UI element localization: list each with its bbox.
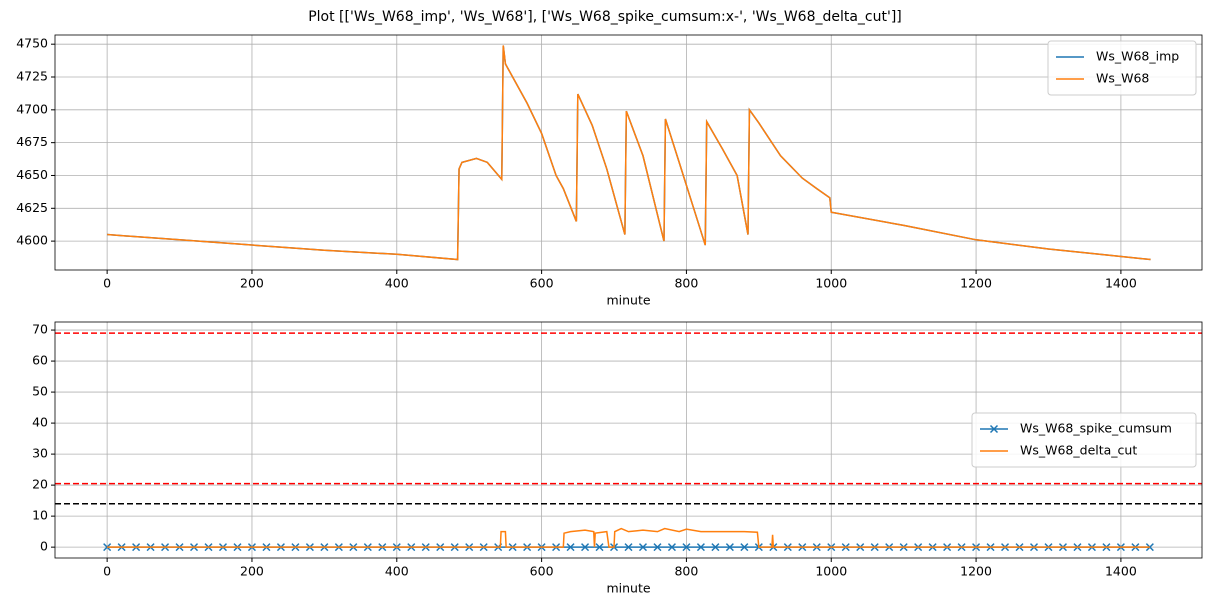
y-tick-label: 40 xyxy=(32,415,48,430)
legend-label: Ws_W68_imp xyxy=(1096,49,1179,64)
x-tick-label: 800 xyxy=(674,276,698,291)
y-tick-label: 4625 xyxy=(16,200,48,215)
x-tick-label: 800 xyxy=(674,564,698,579)
data-marker xyxy=(624,543,633,552)
data-marker xyxy=(682,543,691,552)
y-tick-label: 4700 xyxy=(16,101,48,116)
data-marker xyxy=(696,543,705,552)
data-marker xyxy=(667,543,676,552)
data-line xyxy=(107,527,1150,548)
x-tick-label: 0 xyxy=(103,276,111,291)
x-tick-label: 400 xyxy=(385,564,409,579)
data-marker xyxy=(581,543,590,552)
data-marker xyxy=(638,543,648,552)
y-tick-label: 0 xyxy=(40,539,48,554)
x-tick-label: 1200 xyxy=(960,276,992,291)
data-marker xyxy=(103,543,112,552)
data-line xyxy=(107,45,1151,261)
data-line xyxy=(107,45,1151,261)
legend: Ws_W68_imp Ws_W68 xyxy=(1047,40,1197,96)
y-tick-label: 50 xyxy=(32,384,48,399)
x-tick-label: 1200 xyxy=(960,564,992,579)
data-marker xyxy=(653,543,662,552)
y-tick-label: 4600 xyxy=(16,233,48,248)
data-marker xyxy=(595,543,604,552)
x-tick-label: 1000 xyxy=(815,276,847,291)
y-tick-label: 4650 xyxy=(16,167,48,182)
legend-marker xyxy=(989,424,999,434)
y-tick-label: 30 xyxy=(32,446,48,461)
legend-box xyxy=(971,412,1197,468)
legend-label: Ws_W68 xyxy=(1096,71,1149,86)
x-axis-label: minute xyxy=(606,581,650,596)
x-tick-label: 200 xyxy=(240,276,264,291)
x-tick-label: 1000 xyxy=(815,564,847,579)
x-tick-label: 600 xyxy=(530,564,554,579)
y-tick-label: 10 xyxy=(32,508,48,523)
x-tick-label: 400 xyxy=(385,276,409,291)
data-marker xyxy=(725,543,734,552)
axes-frame xyxy=(54,34,1203,271)
y-tick-label: 4675 xyxy=(16,134,48,149)
x-tick-label: 0 xyxy=(103,564,111,579)
legend: Ws_W68_spike_cumsum Ws_W68_delta_cut xyxy=(971,412,1197,468)
legend-label: Ws_W68_spike_cumsum xyxy=(1020,421,1172,436)
legend-label: Ws_W68_delta_cut xyxy=(1020,443,1137,458)
y-tick-label: 4750 xyxy=(16,36,48,51)
x-tick-label: 1400 xyxy=(1105,276,1137,291)
y-tick-label: 60 xyxy=(32,353,48,368)
x-tick-label: 200 xyxy=(240,564,264,579)
data-marker xyxy=(711,543,720,552)
data-marker xyxy=(566,543,575,552)
x-tick-label: 600 xyxy=(530,276,554,291)
legend-box xyxy=(1047,40,1197,96)
y-tick-label: 4725 xyxy=(16,69,48,84)
x-tick-label: 1400 xyxy=(1105,564,1137,579)
x-axis-label: minute xyxy=(606,293,650,308)
axes-frame xyxy=(54,321,1203,559)
y-tick-label: 70 xyxy=(32,322,48,337)
y-tick-label: 20 xyxy=(32,477,48,492)
data-marker xyxy=(740,543,749,552)
figure-title: Plot [['Ws_W68_imp', 'Ws_W68'], ['Ws_W68… xyxy=(308,9,902,25)
